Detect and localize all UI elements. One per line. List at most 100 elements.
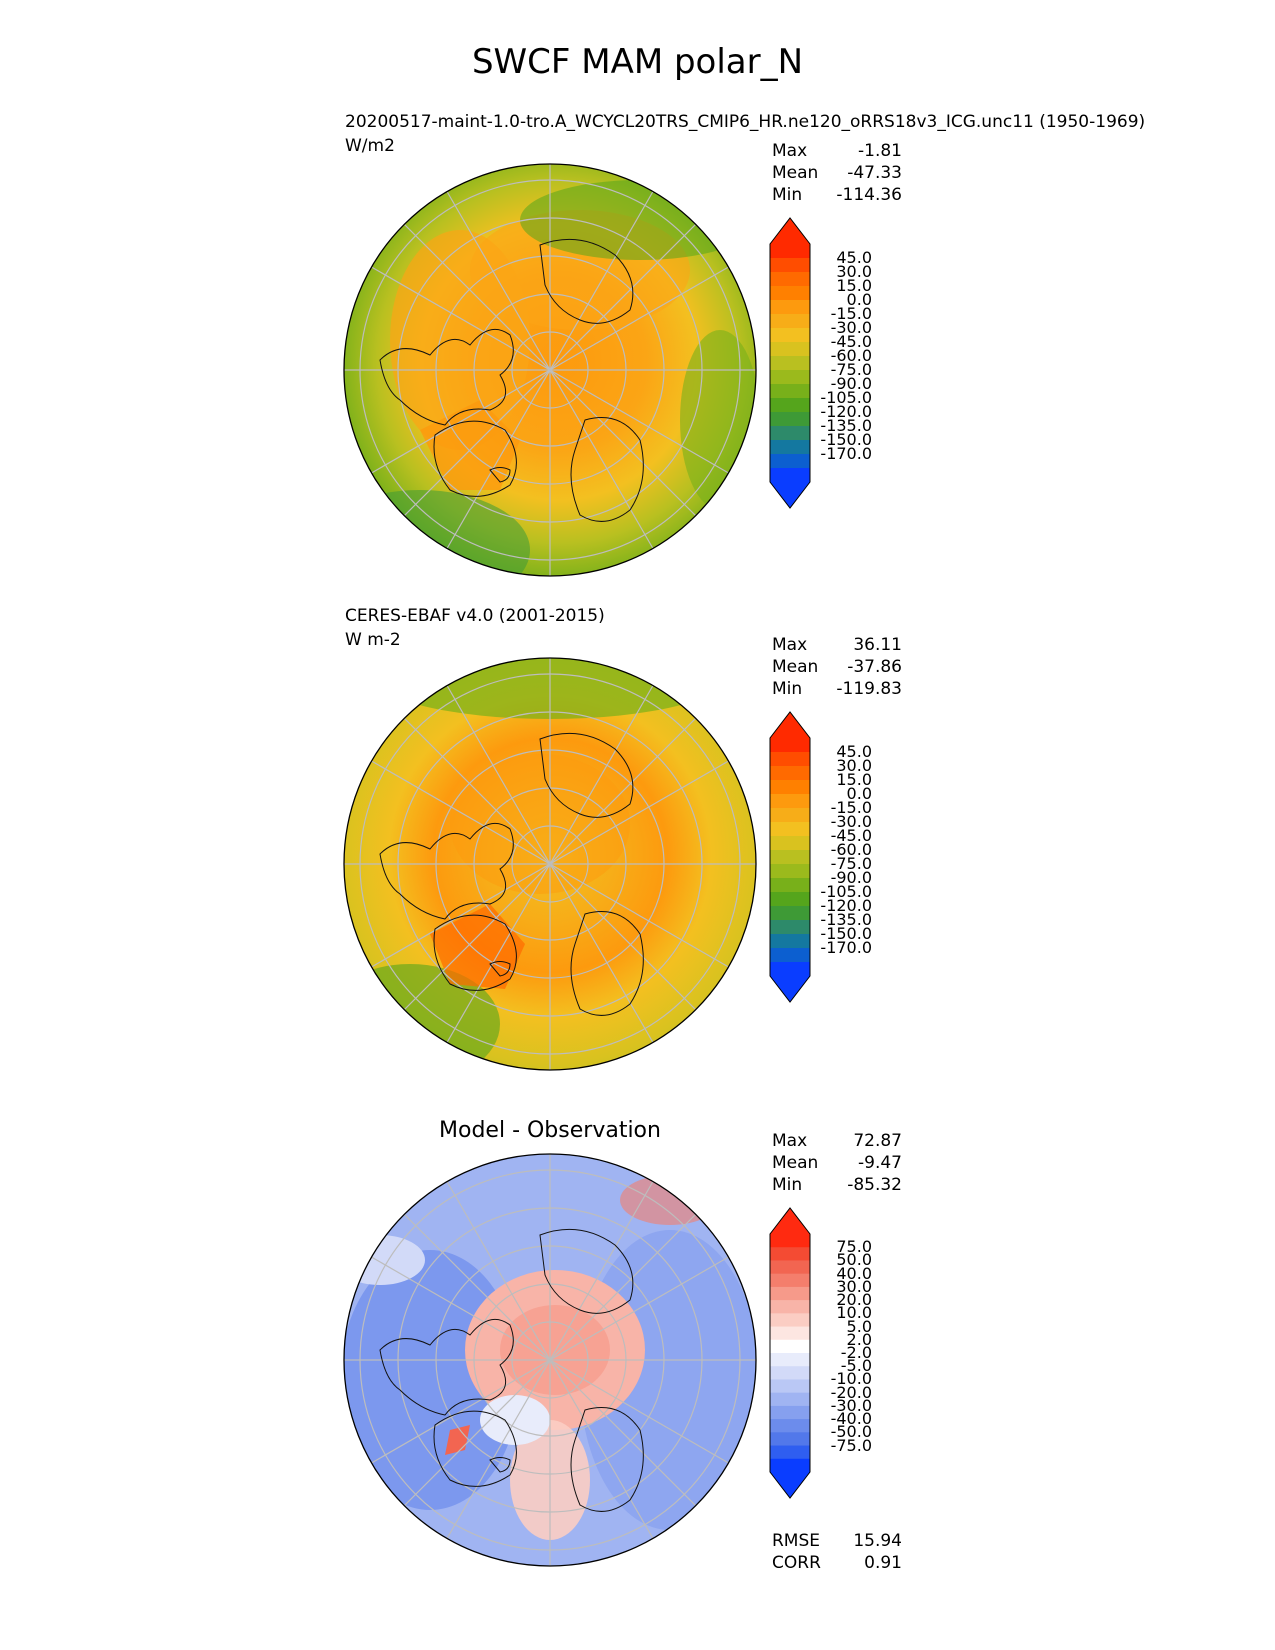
panel1-min-label: Min (772, 185, 803, 205)
colorbar-swatch (770, 1326, 810, 1341)
colorbar-tick-label: 10.0 (836, 1303, 872, 1323)
colorbar-outline (769, 711, 811, 1003)
panel3-map-border (343, 1153, 757, 1567)
colorbar-tick-label: 45.0 (836, 742, 872, 761)
colorbar-swatch (770, 808, 810, 823)
colorbar-extend-top (770, 218, 810, 244)
panel3-colorbar-labels: 75.0 50.0 40.0 30.0 20.0 10.0 5.0 2.0 -2.0 -5.0 -1… (802, 0, 872, 1650)
colorbar-swatch (770, 1313, 810, 1328)
colorbar-swatch (770, 272, 810, 287)
colorbar-swatch (770, 370, 810, 385)
colorbar-tick-label: 40.0 (836, 1263, 872, 1283)
colorbar-tick-label: -105.0 (820, 882, 872, 901)
panel3-pacific-positive (620, 1175, 720, 1225)
colorbar-extend-bottom (770, 976, 810, 1002)
colorbar-swatch (770, 1366, 810, 1381)
colorbar-outline (769, 1207, 811, 1499)
colorbar-tick-label: 30.0 (836, 756, 872, 775)
panel1-max-value: -1.81 (858, 141, 902, 161)
panel3-greenland-edge (445, 1425, 470, 1455)
panel2-mean-value: -37.86 (847, 657, 902, 677)
colorbar-swatch (770, 1419, 810, 1433)
panel1-coastlines (379, 238, 644, 522)
colorbar-swatch (770, 356, 810, 371)
panel1-graticule (344, 164, 756, 576)
colorbar-swatch (770, 822, 810, 837)
colorbar-tick-label: -30.0 (830, 1395, 872, 1415)
colorbar-tick-label: -15.0 (830, 304, 872, 323)
panel1-mean-value: -47.33 (847, 163, 902, 183)
colorbar-tick-label: -60.0 (830, 840, 872, 859)
colorbar-tick-label: -75.0 (830, 360, 872, 379)
colorbar-swatch (770, 794, 810, 809)
figure-title: SWCF MAM polar_N (471, 42, 804, 82)
colorbar-tick-label: 45.0 (836, 248, 872, 267)
colorbar-swatch (770, 314, 810, 329)
panel1-subtitle: 20200517-maint-1.0-tro.A_WCYCL20TRS_CMIP… (345, 112, 1146, 132)
colorbar-swatch (770, 752, 810, 767)
colorbar-tick-label: 30.0 (836, 1276, 872, 1296)
colorbar-outline (769, 217, 811, 509)
panel1-colorbar (769, 217, 811, 509)
colorbar-swatch (770, 1286, 810, 1301)
colorbar-swatch (770, 738, 810, 753)
colorbar-tick-label: -170.0 (820, 938, 872, 957)
colorbar-swatch (770, 948, 810, 963)
colorbar-swatch (770, 836, 810, 851)
colorbar-tick-label: 0.0 (846, 290, 872, 309)
colorbar-tick-label: -15.0 (830, 798, 872, 817)
colorbar-swatch (770, 328, 810, 343)
colorbar-extend-top (770, 1208, 810, 1234)
colorbar-swatch (770, 878, 810, 893)
colorbar-extend-bottom (770, 482, 810, 508)
panel3-coastlines (379, 1228, 644, 1512)
colorbar-tick-label: -10.0 (830, 1369, 872, 1389)
colorbar-tick-label: -150.0 (820, 430, 872, 449)
panel3-min-value: -85.32 (847, 1175, 902, 1195)
colorbar-extend-bottom (770, 1472, 810, 1498)
panel3-max-value: 72.87 (853, 1131, 902, 1151)
panel2-max-value: 36.11 (853, 635, 902, 655)
colorbar-swatch (770, 1247, 810, 1262)
panel3-map (343, 1153, 757, 1567)
colorbar-swatch (770, 1432, 810, 1447)
colorbar-swatch (770, 1339, 810, 1354)
colorbar-tick-label: -50.0 (830, 1422, 872, 1442)
panel2-subtitle: CERES-EBAF v4.0 (2001-2015) (345, 606, 605, 626)
panel1-map (343, 163, 757, 577)
panel3-stats: Max 72.87 Mean -9.47 Min -85.32 (772, 1130, 902, 1196)
panel1-min-value: -114.36 (836, 185, 902, 205)
colorbar-swatch (770, 864, 810, 879)
panel2-max-label: Max (772, 635, 808, 655)
colorbar-tick-label: -120.0 (820, 402, 872, 421)
colorbar-swatch (770, 1392, 810, 1407)
colorbar-swatch (770, 258, 810, 273)
panel3-min-label: Min (772, 1175, 803, 1195)
colorbar-tick-label: 0.0 (846, 784, 872, 803)
colorbar-swatch (770, 892, 810, 907)
colorbar-tick-label: -90.0 (830, 374, 872, 393)
colorbar-swatch (770, 1458, 810, 1473)
colorbar-tick-label: -105.0 (820, 388, 872, 407)
colorbar-swatch (770, 906, 810, 921)
colorbar-swatch (770, 384, 810, 399)
panel2-graticule (344, 658, 756, 1070)
colorbar-tick-label: 75.0 (836, 1237, 872, 1257)
colorbar-tick-label: -90.0 (830, 868, 872, 887)
rmse-value: 15.94 (853, 1531, 902, 1551)
colorbar-tick-label: -135.0 (820, 910, 872, 929)
panel3-alaska-neutral (344, 1235, 425, 1285)
colorbar-tick-label: 2.0 (846, 1329, 872, 1349)
colorbar-swatch (770, 1273, 810, 1288)
colorbar-swatch (770, 342, 810, 357)
colorbar-swatch (770, 1379, 810, 1394)
panel2-mean-label: Mean (772, 657, 819, 677)
colorbar-tick-label: -2.0 (840, 1343, 872, 1362)
panel2-units: W m-2 (345, 630, 401, 650)
panel2-coastlines (379, 732, 644, 1016)
colorbar-tick-label: 20.0 (836, 1290, 872, 1310)
panel2-stats: Max 36.11 Mean -37.86 Min -119.83 (772, 634, 902, 700)
colorbar-tick-label: -5.0 (840, 1356, 872, 1376)
colorbar-swatch (770, 300, 810, 315)
panel1-mean-label: Mean (772, 163, 819, 183)
